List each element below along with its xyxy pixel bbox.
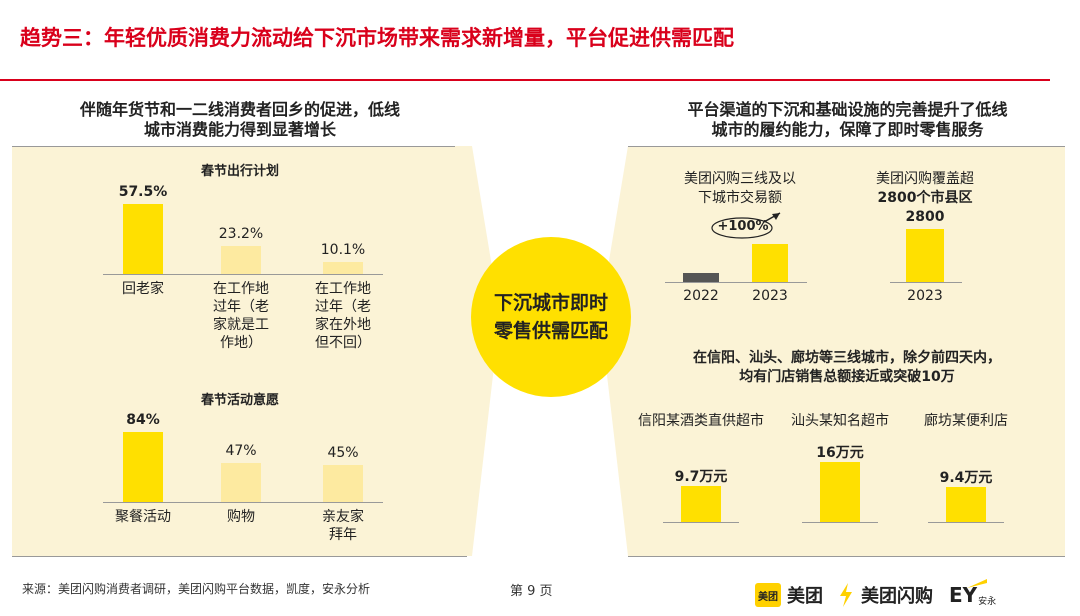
- left-bottom-rule: [12, 556, 467, 557]
- left-heading-line1: 伴随年货节和一二线消费者回乡的促进，低线: [79, 100, 400, 119]
- store-axis-0: [663, 522, 739, 523]
- lightning-icon: [840, 583, 852, 607]
- ey-logo: EY 安永: [949, 579, 997, 607]
- store-bar-2: [946, 486, 986, 522]
- chart-b-value: 2800: [905, 209, 945, 225]
- chart2-title: 春节活动意愿: [200, 393, 279, 408]
- chart1-value-0: 57.5%: [118, 184, 168, 200]
- chart1-label-1-line-0: 在工作地: [213, 281, 269, 297]
- stores-heading: 在信阳、汕头、廊坊等三线城市，除夕前四天内， 均有门店销售总额接近或突破10万: [632, 349, 1062, 387]
- center-line2: 零售供需匹配: [493, 320, 608, 342]
- chart-a-title-line1: 美团闪购三线及以: [684, 171, 796, 187]
- chart1-label-2-line-1: 过年（老: [315, 299, 371, 315]
- chart2-label-0: 聚餐活动: [98, 508, 188, 526]
- chart1-bar-1: [221, 245, 261, 274]
- chart-b-title-line2: 2800个市县区: [877, 190, 973, 206]
- shangou-logo: 美团闪购: [861, 586, 933, 607]
- chart-a-axis: [665, 282, 807, 283]
- chart1-label-2-line-2: 家在外地: [315, 317, 371, 333]
- store-axis-2: [928, 522, 1004, 523]
- year-2022: 2022: [683, 288, 719, 304]
- bar-2023: [752, 244, 788, 282]
- left-top-rule: [12, 146, 467, 147]
- left-heading: 伴随年货节和一二线消费者回乡的促进，低线 城市消费能力得到显著增长: [20, 100, 460, 140]
- store-name-2: 廊坊某便利店: [924, 413, 1008, 429]
- chart-a-title-line2: 下城市交易额: [698, 190, 782, 206]
- chart2-label-2: 亲友家 拜年: [298, 508, 388, 544]
- chart1-label-1-line-3: 作地）: [220, 335, 262, 351]
- chart1-bar-0: [123, 204, 163, 274]
- right-heading: 平台渠道的下沉和基础设施的完善提升了低线 城市的履约能力，保障了即时零售服务: [630, 100, 1065, 140]
- chart1-label-0: 回老家: [98, 280, 188, 298]
- center-line1: 下沉城市即时: [493, 292, 608, 314]
- logo-group: 美团 美团 美团闪购 EY 安永: [755, 579, 997, 609]
- chart2-value-1: 47%: [225, 442, 257, 459]
- chart1-label-0-line-0: 回老家: [122, 281, 164, 297]
- chart2-label-2-line-0: 亲友家: [322, 509, 364, 525]
- bar-2022: [683, 273, 719, 282]
- year-2023: 2023: [752, 288, 788, 304]
- chart-a-title: 美团闪购三线及以 下城市交易额: [655, 170, 825, 208]
- chart2-label-0-line-0: 聚餐活动: [115, 509, 171, 525]
- chart1-axis: [103, 274, 383, 275]
- chart2-value-0: 84%: [126, 412, 160, 428]
- center-circle-text: 下沉城市即时 零售供需匹配: [491, 289, 611, 345]
- right-top-rule: [628, 146, 1065, 147]
- chart1-value-2: 10.1%: [320, 241, 366, 258]
- page-title: 趋势三：年轻优质消费力流动给下沉市场带来需求新增量，平台促进供需匹配: [20, 26, 734, 50]
- ey-logo-text: EY: [949, 583, 978, 607]
- chart1-title: 春节出行计划: [200, 164, 279, 179]
- growth-arrow-icon: [711, 212, 781, 239]
- chart2-bar-0: [123, 432, 163, 502]
- chart1-bar-2: [323, 261, 363, 274]
- stores-heading-line1: 在信阳、汕头、廊坊等三线城市，除夕前四天内，: [693, 350, 1001, 366]
- chart2-label-1: 购物: [196, 508, 286, 526]
- chart1-label-2-line-3: 但不回）: [315, 335, 371, 351]
- chart-b-year: 2023: [907, 288, 943, 304]
- store-bar-1: [820, 462, 860, 522]
- store-value-2: 9.4万元: [939, 469, 993, 486]
- left-funnel: [455, 146, 500, 556]
- chart-b-title: 美团闪购覆盖超 2800个市县区: [850, 170, 1000, 208]
- chart-b-title-line1: 美团闪购覆盖超: [876, 171, 974, 187]
- right-funnel: [600, 146, 1065, 556]
- right-heading-line1: 平台渠道的下沉和基础设施的完善提升了低线: [687, 100, 1008, 119]
- bar-2800: [906, 229, 944, 282]
- chart1-value-1: 23.2%: [218, 225, 264, 242]
- chart2-bar-1: [221, 462, 261, 502]
- left-heading-line2: 城市消费能力得到显著增长: [143, 120, 336, 139]
- right-bottom-rule: [628, 556, 1065, 557]
- center-circle: 下沉城市即时 零售供需匹配: [471, 237, 631, 397]
- chart2-label-1-line-0: 购物: [227, 509, 255, 525]
- store-axis-1: [802, 522, 878, 523]
- ey-beam-icon: [967, 579, 987, 588]
- store-name-0: 信阳某酒类直供超市: [638, 413, 764, 429]
- chart1-label-2-line-0: 在工作地: [315, 281, 371, 297]
- footer-source: 来源：美团闪购消费者调研，美团闪购平台数据，凯度，安永分析: [22, 582, 371, 596]
- ey-logo-cn: 安永: [978, 597, 997, 607]
- store-bar-0: [681, 485, 721, 522]
- chart1-label-2: 在工作地过年（老家在外地但不回）: [298, 280, 388, 352]
- chart1-label-1: 在工作地过年（老家就是工作地）: [196, 280, 286, 352]
- page-number: 第 9 页: [510, 584, 553, 599]
- chart2-bar-2: [323, 464, 363, 502]
- chart2-label-2-line-1: 拜年: [329, 527, 357, 543]
- store-value-0: 9.7万元: [674, 468, 728, 485]
- growth-label: +100%: [717, 219, 769, 234]
- chart2-value-2: 45%: [327, 444, 359, 461]
- store-value-1: 16万元: [816, 445, 864, 461]
- meituan-badge-logo: 美团: [755, 583, 781, 607]
- title-divider: [0, 79, 1050, 81]
- chart1-label-1-line-1: 过年（老: [213, 299, 269, 315]
- right-heading-line2: 城市的履约能力，保障了即时零售服务: [711, 120, 984, 139]
- stores-heading-line2: 均有门店销售总额接近或突破10万: [739, 369, 955, 385]
- store-name-1: 汕头某知名超市: [791, 413, 889, 429]
- chart-b-axis: [890, 282, 962, 283]
- chart1-label-1-line-2: 家就是工: [213, 317, 269, 333]
- meituan-logo: 美团: [787, 586, 823, 607]
- chart2-axis: [103, 502, 383, 503]
